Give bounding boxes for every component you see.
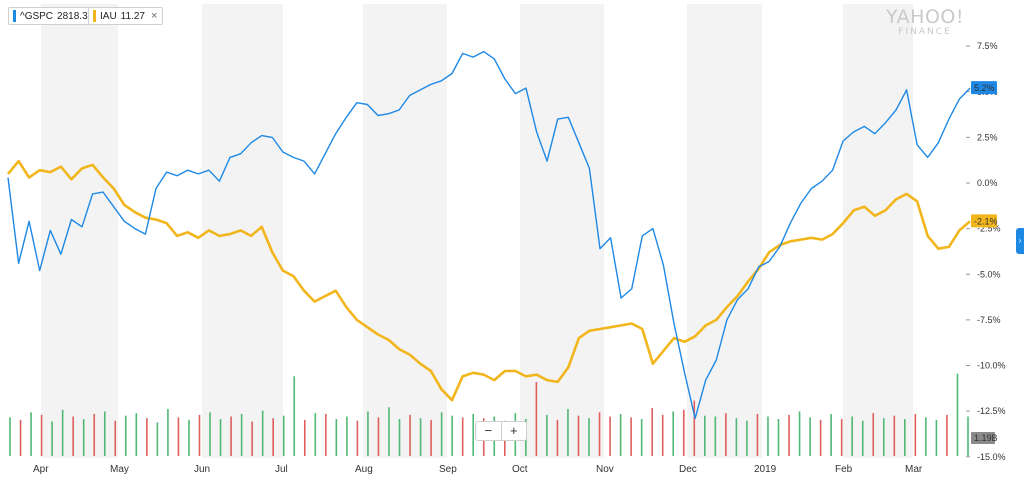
logo-line2: FINANCE — [898, 27, 952, 37]
series-color-swatch — [93, 10, 96, 22]
month-band — [41, 4, 118, 458]
y-tick-label: 2.5% — [977, 132, 998, 142]
chevron-right-icon[interactable]: › — [1016, 228, 1024, 254]
y-tick-label: -2.5% — [977, 224, 1001, 234]
y-tick-label: -12.5% — [977, 406, 1006, 416]
legend-symbol: ^GSPC — [20, 10, 54, 22]
volume-label-badge — [971, 432, 995, 444]
month-band — [687, 4, 762, 458]
x-tick-label: Apr — [33, 464, 49, 475]
x-tick-label: Jul — [275, 464, 288, 475]
series-color-swatch — [13, 10, 16, 22]
y-tick-label: -7.5% — [977, 315, 1001, 325]
x-tick-label: Oct — [512, 464, 528, 475]
yahoo-finance-logo: YAHOO! FINANCE — [886, 8, 964, 37]
zoom-control: − + — [475, 421, 527, 441]
x-tick-label: May — [110, 464, 129, 475]
y-tick-label: 7.5% — [977, 41, 998, 51]
zoom-in-button[interactable]: + — [500, 422, 527, 440]
iau-end-label: -2.1% — [974, 216, 998, 226]
volume-label: 1.19B — [974, 433, 998, 443]
x-tick-label: Nov — [596, 464, 614, 475]
x-tick-label: Aug — [355, 464, 373, 475]
y-tick-label: -10.0% — [977, 361, 1006, 371]
x-tick-label: Sep — [439, 464, 457, 475]
iau-series-line — [6, 159, 971, 402]
gspc-end-label: 5.2% — [974, 83, 995, 93]
y-tick-label: -15.0% — [977, 452, 1006, 462]
gspc-end-label-badge — [971, 81, 997, 95]
month-band — [843, 4, 913, 458]
x-tick-label: Mar — [905, 464, 923, 475]
y-tick-label: 0.0% — [977, 178, 998, 188]
month-band — [363, 4, 447, 458]
gspc-series-line — [7, 50, 971, 420]
close-icon[interactable]: × — [150, 10, 158, 22]
x-tick-label: Dec — [679, 464, 697, 475]
x-tick-label: Feb — [835, 464, 853, 475]
x-tick-label: Jun — [194, 464, 210, 475]
x-tick-label: 2019 — [754, 464, 777, 475]
logo-line1: YAHOO! — [886, 6, 964, 28]
legend-value: 11.27 — [120, 10, 145, 22]
legend-value: 2818.37 — [57, 10, 94, 22]
legend-symbol: IAU — [100, 10, 117, 22]
legend-chip-iau[interactable]: IAU 11.27 × — [88, 7, 164, 25]
month-band — [520, 4, 604, 458]
iau-end-label-badge — [971, 214, 997, 228]
y-tick-label: -5.0% — [977, 269, 1001, 279]
legend-chip-gspc[interactable]: ^GSPC 2818.37 — [8, 7, 100, 25]
zoom-out-button[interactable]: − — [484, 423, 493, 438]
